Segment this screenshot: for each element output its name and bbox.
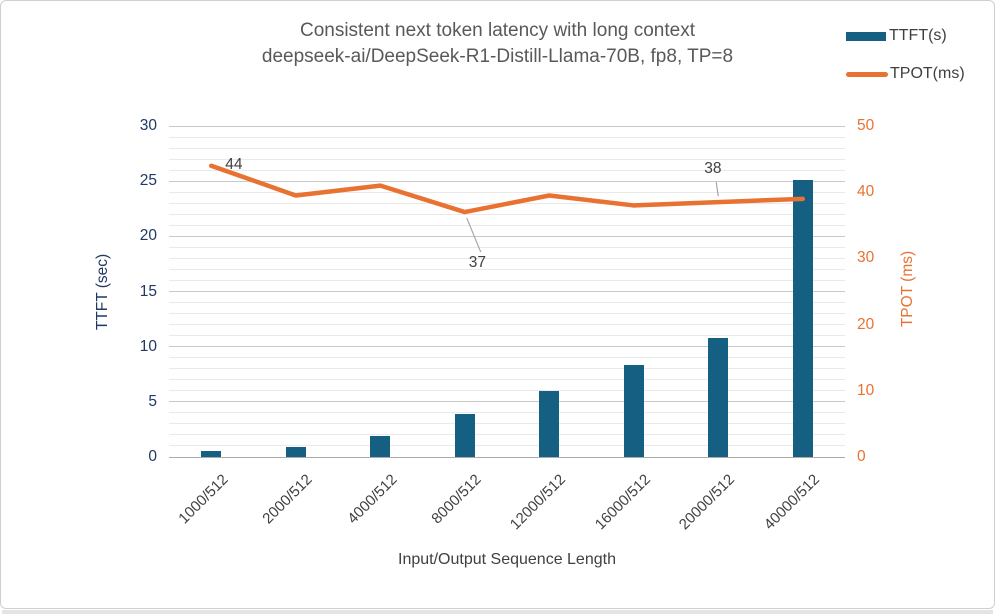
right-axis-tick: 40 [857, 183, 875, 201]
right-axis-tick: 0 [857, 448, 866, 465]
tpot-line-layer [209, 163, 805, 253]
gridline [169, 324, 845, 326]
gridline [169, 136, 845, 138]
gridline [169, 335, 845, 337]
gridline [169, 125, 845, 127]
left-axis-tick: 10 [139, 337, 157, 355]
gridline [169, 434, 845, 436]
gridline [169, 180, 845, 182]
bar-ttft [539, 390, 560, 457]
legend-item-ttft: TTFT(s) [846, 24, 965, 48]
gridline [169, 346, 845, 348]
tpot-line [209, 163, 805, 215]
legend-item-tpot: TPOT(ms) [846, 62, 965, 86]
gridline [169, 268, 845, 270]
gridline [169, 291, 845, 292]
bar-ttft [623, 365, 644, 457]
leader-line [715, 182, 719, 197]
gridline [169, 390, 845, 392]
gridline [169, 158, 845, 160]
left-axis-title: TTFT (sec) [94, 253, 111, 331]
right-axis-title: TPOT (ms) [899, 250, 916, 328]
x-axis-line [169, 456, 845, 458]
gridline [169, 313, 845, 315]
gridline [169, 445, 845, 447]
gridline [169, 169, 845, 171]
gridline [169, 302, 845, 304]
left-axis-tick: 0 [148, 448, 157, 465]
bar-swatch-icon [846, 31, 886, 41]
right-axis-tick: 50 [857, 117, 875, 134]
chart-title-line1: Consistent next token latency with long … [299, 20, 695, 41]
bar-ttft [201, 451, 222, 457]
gridline [169, 246, 845, 248]
plot-area: 44 37 38 [169, 125, 845, 458]
bar-ttft [285, 447, 306, 457]
gridline [169, 213, 845, 215]
gridline [169, 279, 845, 281]
gridline [169, 401, 845, 403]
chart-title-line2: deepseek-ai/DeepSeek-R1-Distill-Llama-70… [261, 46, 734, 67]
bar-ttft [370, 436, 391, 457]
left-axis-tick: 5 [148, 392, 157, 410]
window-bottom-edge [2, 610, 993, 614]
gridline [169, 191, 845, 193]
tpot-data-label: 38 [704, 160, 722, 178]
legend: TTFT(s) TPOT(ms) [846, 24, 965, 100]
bar-ttft [792, 180, 813, 457]
left-axis-tick: 25 [139, 172, 157, 190]
leader-line [466, 217, 482, 253]
right-axis-tick: 20 [857, 315, 875, 333]
legend-label-ttft: TTFT(s) [889, 27, 947, 44]
gridline [169, 224, 845, 226]
gridline [169, 357, 845, 359]
gridline [169, 257, 845, 259]
bar-ttft [708, 337, 729, 457]
chart-title: Consistent next token latency with long … [135, 18, 860, 70]
right-axis-tick: 30 [857, 249, 875, 267]
gridline [169, 235, 845, 237]
right-axis-tick: 10 [857, 381, 875, 399]
tpot-data-label: 44 [225, 155, 243, 173]
left-axis-tick: 15 [139, 282, 157, 300]
left-axis-tick: 30 [139, 117, 157, 134]
tpot-data-label: 37 [468, 254, 486, 272]
gridline [169, 379, 845, 381]
gridline [169, 147, 845, 149]
line-swatch-icon [846, 71, 888, 77]
x-axis-title: Input/Output Sequence Length [398, 551, 616, 568]
bar-ttft [454, 413, 475, 457]
gridline [169, 423, 845, 425]
legend-label-tpot: TPOT(ms) [890, 65, 965, 82]
left-axis-tick: 20 [139, 227, 157, 245]
gridline [169, 368, 845, 370]
gridline [169, 412, 845, 414]
